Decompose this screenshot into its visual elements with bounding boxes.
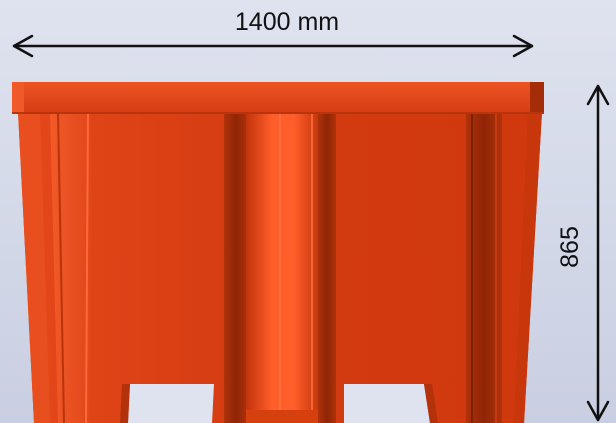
width-label: 1400 mm bbox=[235, 8, 339, 36]
height-label: 865 bbox=[556, 226, 584, 268]
fork-opening-right bbox=[344, 384, 438, 423]
width-dimension-arrow bbox=[12, 34, 534, 58]
height-dimension-arrow bbox=[586, 84, 610, 422]
center-foot bbox=[246, 410, 318, 423]
container-body bbox=[18, 111, 542, 423]
container-rim bbox=[12, 82, 544, 114]
right-rib bbox=[466, 112, 502, 423]
center-rib bbox=[224, 112, 336, 423]
left-rib bbox=[50, 111, 92, 423]
fork-opening-left bbox=[120, 384, 214, 423]
